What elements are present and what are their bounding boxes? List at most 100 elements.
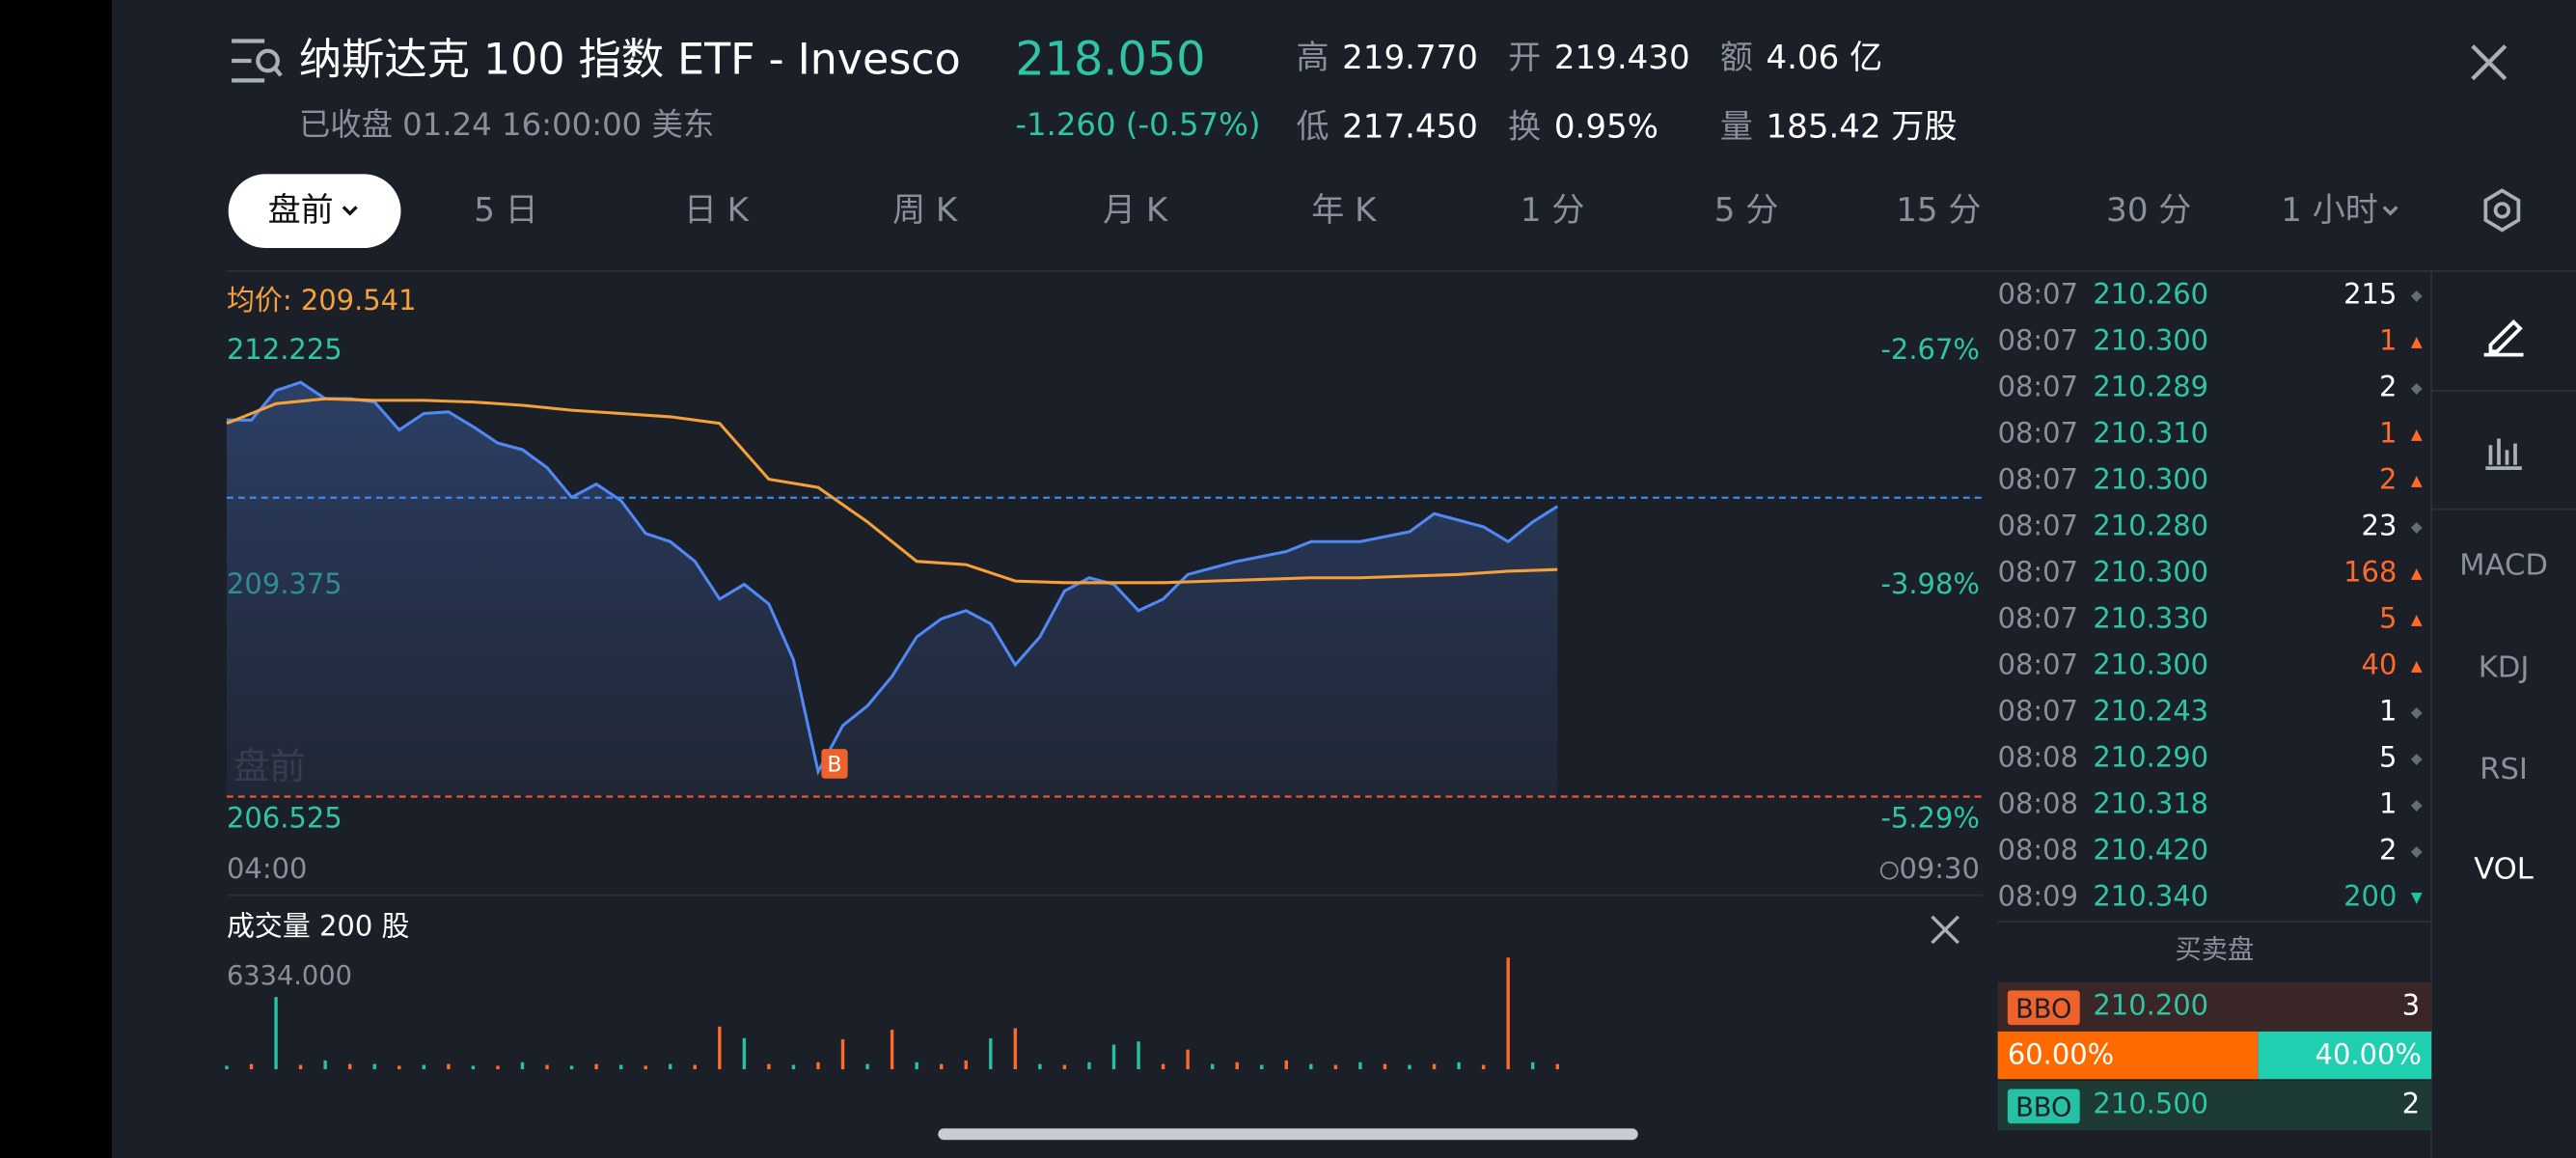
tab[interactable]: 5 分 xyxy=(1714,191,1779,230)
trade-price: 210.260 xyxy=(2093,277,2208,310)
trade-size: 40 xyxy=(2362,648,2398,680)
trade-time: 08:07 xyxy=(1998,416,2078,449)
volume-bar xyxy=(865,1063,869,1070)
trade-time: 08:07 xyxy=(1998,601,2078,634)
trade-time: 08:07 xyxy=(1998,462,2078,495)
volume-bar xyxy=(1111,1044,1116,1070)
volume-bar xyxy=(1087,1062,1091,1070)
volume-title: 成交量 200 股 xyxy=(227,910,409,943)
stat-label: 额 xyxy=(1720,39,1753,77)
price-area xyxy=(226,382,1558,795)
tab-pill[interactable] xyxy=(228,174,401,249)
stat-value: 185.42 万股 xyxy=(1767,107,1958,146)
trade-size: 2 xyxy=(2379,462,2397,495)
change: -1.260 (-0.57%) xyxy=(1015,106,1260,143)
trade-size: 168 xyxy=(2343,555,2397,588)
trade-size: 2 xyxy=(2379,370,2397,402)
trade-time: 08:08 xyxy=(1998,786,2078,819)
tab[interactable]: 日 K xyxy=(684,191,751,230)
stat-value: 0.95% xyxy=(1554,107,1658,146)
trade-dir: ▼ xyxy=(2411,889,2423,906)
x-tick-label: 09:30 xyxy=(1899,852,1979,885)
avg-label: 均价: 209.541 xyxy=(227,284,417,317)
side-menu-item[interactable]: RSI xyxy=(2480,753,2528,786)
trade-price: 210.300 xyxy=(2093,323,2208,356)
tab[interactable]: 30 分 xyxy=(2106,191,2191,230)
trade-size: 23 xyxy=(2362,509,2398,541)
marker-box xyxy=(821,749,848,779)
draw-icon[interactable] xyxy=(2483,318,2524,357)
volume-bar xyxy=(669,1063,672,1070)
trade-size: 5 xyxy=(2379,601,2397,634)
sun-icon xyxy=(1879,861,1899,880)
price-line xyxy=(226,380,1559,776)
title: 纳斯达克 100 指数 ETF - Invesco xyxy=(299,36,961,85)
volume-bar xyxy=(1531,1062,1535,1070)
volume-bar xyxy=(496,1065,500,1070)
stat-label: 高 xyxy=(1297,39,1329,77)
tab[interactable]: 年 K xyxy=(1311,191,1378,230)
trade-dir: ◆ xyxy=(2411,518,2423,536)
ratio-label: 60.00% xyxy=(2008,1037,2114,1070)
volume-bar xyxy=(298,1064,303,1070)
trade-time: 08:07 xyxy=(1998,648,2078,680)
side-menu-item[interactable]: VOL xyxy=(2474,853,2534,887)
stat-label: 换 xyxy=(1508,107,1541,146)
trade-dir: ◆ xyxy=(2411,796,2423,813)
stat-value: 219.430 xyxy=(1554,39,1690,77)
trade-dir: ▲ xyxy=(2411,472,2423,489)
trade-size: 1 xyxy=(2379,416,2397,449)
tab-chevron xyxy=(2382,206,2398,216)
side-menu-item[interactable]: KDJ xyxy=(2479,650,2530,684)
trade-dir: ◆ xyxy=(2411,842,2423,860)
ratio-bar xyxy=(2258,1031,2432,1080)
volume-bar xyxy=(1186,1049,1190,1070)
y-tick-pct: -2.67% xyxy=(1880,333,1979,366)
volume-bar xyxy=(1481,1064,1486,1070)
trade-size: 1 xyxy=(2379,323,2397,356)
bbo-size: 2 xyxy=(2402,1088,2420,1120)
bbo-size: 3 xyxy=(2402,988,2420,1021)
tab[interactable]: 1 分 xyxy=(1521,191,1585,230)
trade-price: 210.420 xyxy=(2093,833,2208,866)
tab[interactable]: 月 K xyxy=(1103,191,1169,230)
volume-close[interactable] xyxy=(1931,915,1959,945)
stat-value: 217.450 xyxy=(1342,107,1478,146)
menu-icon[interactable] xyxy=(232,39,283,83)
volume-bar xyxy=(1555,1063,1559,1070)
trade-price: 210.340 xyxy=(2093,879,2208,912)
volume-bar xyxy=(594,1063,598,1070)
tab[interactable]: 盘前 xyxy=(268,191,334,230)
tab[interactable]: 1 小时 xyxy=(2281,191,2378,230)
volume-bar xyxy=(964,1060,968,1070)
tab[interactable]: 5 日 xyxy=(474,191,538,230)
indicator-icon[interactable] xyxy=(2485,438,2522,470)
trade-time: 08:07 xyxy=(1998,555,2078,588)
volume-bar xyxy=(840,1039,845,1070)
bbo-tag-label: BBO xyxy=(2015,994,2071,1024)
volume-bar xyxy=(1432,1063,1437,1070)
close-button[interactable] xyxy=(2471,44,2507,81)
trade-price: 210.330 xyxy=(2093,601,2208,634)
home-indicator xyxy=(938,1128,1638,1141)
side-menu-item[interactable]: MACD xyxy=(2459,549,2548,583)
tab[interactable]: 周 K xyxy=(892,191,959,230)
volume-bar xyxy=(742,1037,747,1070)
trade-price: 210.300 xyxy=(2093,462,2208,495)
trade-time: 08:07 xyxy=(1998,509,2078,541)
marker-label: B xyxy=(827,753,841,778)
stat-value: 4.06 亿 xyxy=(1767,39,1883,77)
trade-dir: ▲ xyxy=(2411,611,2423,628)
volume-bar xyxy=(1210,1063,1215,1070)
volume-bar xyxy=(545,1064,549,1070)
settings-icon[interactable] xyxy=(2483,188,2521,233)
trade-size: 200 xyxy=(2343,879,2397,912)
tab[interactable]: 15 分 xyxy=(1896,191,1981,230)
volume-bar xyxy=(1013,1028,1018,1070)
volume-bar xyxy=(1358,1062,1362,1070)
ratio-label: 40.00% xyxy=(2316,1037,2422,1070)
volume-bar xyxy=(1062,1064,1067,1070)
volume-bar xyxy=(1038,1063,1042,1070)
stat-label: 量 xyxy=(1720,107,1753,146)
